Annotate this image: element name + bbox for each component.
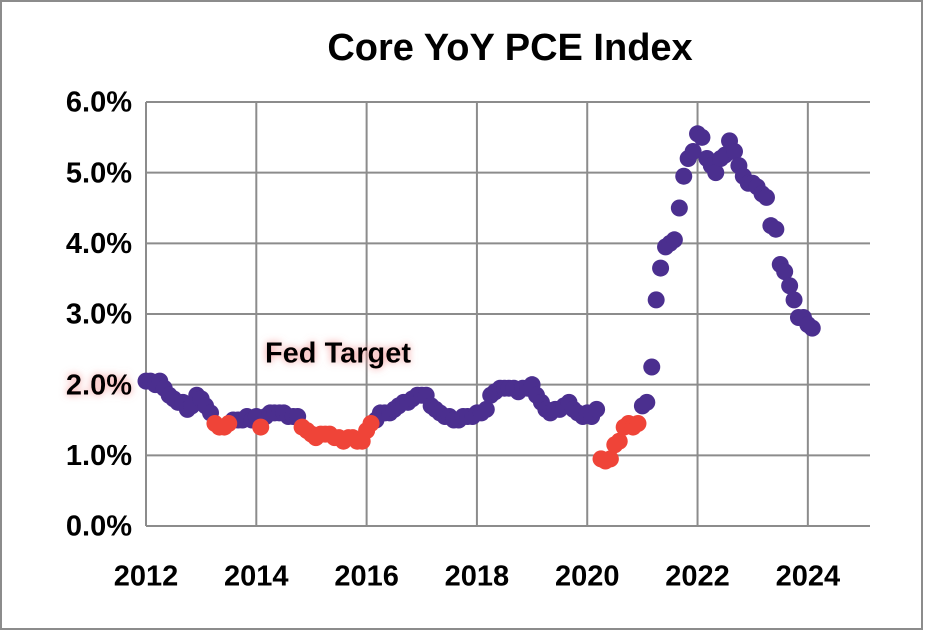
- point: [477, 400, 495, 418]
- x-tick-label: 2018: [445, 561, 510, 593]
- y-tick-label: 3.0%: [66, 299, 132, 331]
- x-tick-label: 2012: [114, 561, 179, 593]
- y-tick-label: 5.0%: [66, 157, 132, 189]
- x-tick-label: 2020: [555, 561, 620, 593]
- point: [638, 393, 656, 411]
- point: [647, 291, 665, 309]
- point: [707, 164, 725, 182]
- x-tick-label: 2022: [665, 561, 730, 593]
- point: [693, 128, 711, 146]
- x-tick-label: 2024: [776, 561, 841, 593]
- y-tick-label: 4.0%: [66, 228, 132, 260]
- chart-title: Core YoY PCE Index: [327, 27, 692, 69]
- y-tick-label: 2.0%: [66, 369, 132, 401]
- point: [803, 319, 821, 337]
- point: [665, 231, 683, 249]
- point: [684, 142, 702, 160]
- y-tick-label: 1.0%: [66, 440, 132, 472]
- point: [252, 418, 270, 436]
- point: [785, 291, 803, 309]
- point: [675, 167, 693, 185]
- point: [643, 358, 661, 376]
- point: [588, 400, 606, 418]
- point: [757, 188, 775, 206]
- point: [652, 259, 670, 277]
- point: [362, 415, 380, 433]
- point: [610, 432, 628, 450]
- y-tick-label: 6.0%: [66, 87, 132, 119]
- point: [767, 220, 785, 238]
- point: [601, 450, 619, 468]
- point: [725, 142, 743, 160]
- point: [220, 415, 238, 433]
- point: [781, 277, 799, 295]
- y-tick-label: 0.0%: [66, 511, 132, 543]
- x-tick-label: 2016: [334, 561, 399, 593]
- target-label: Fed Target: [265, 337, 411, 369]
- point: [629, 415, 647, 433]
- point: [670, 199, 688, 217]
- point: [776, 263, 794, 281]
- x-tick-label: 2014: [224, 561, 289, 593]
